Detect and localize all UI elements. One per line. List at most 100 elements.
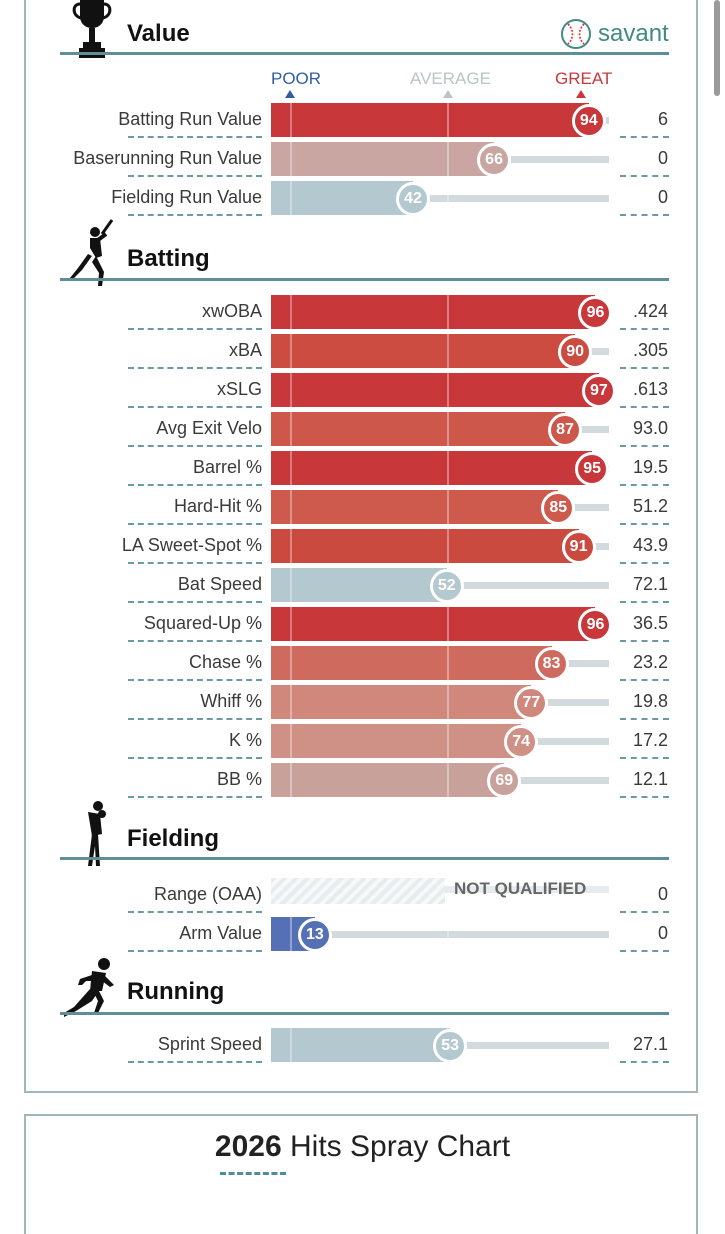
percentile-bar [271, 646, 552, 680]
average-gridline [447, 103, 449, 137]
percentile-bar [271, 763, 505, 797]
metric-row-squared-up[interactable]: Squared-Up % 96 36.5 [0, 607, 725, 642]
poor-gridline [290, 334, 292, 368]
metric-value: .613 [632, 379, 668, 399]
scale-great-label: GREAT [555, 69, 613, 88]
metric-row-xwoba[interactable]: xwOBA 96 .424 [0, 295, 725, 330]
metric-row-chase[interactable]: Chase % 83 23.2 [0, 646, 725, 681]
metric-value: 6 [657, 109, 668, 129]
row-divider [128, 214, 262, 216]
metric-label: Hard-Hit % [173, 496, 262, 516]
section-divider [60, 857, 669, 860]
poor-gridline [290, 490, 292, 524]
percentile-bubble: 97 [581, 374, 616, 408]
percentile-bar [271, 334, 576, 368]
row-divider [128, 679, 262, 681]
metric-value: 72.1 [632, 574, 668, 594]
row-divider [620, 718, 669, 720]
row-divider [128, 796, 262, 798]
metric-row-arm-value[interactable]: Arm Value 13 0 [0, 917, 725, 952]
runner-icon [64, 958, 114, 1017]
poor-gridline [290, 373, 292, 407]
metric-value: .424 [632, 301, 668, 321]
section-title-running: Running [127, 978, 225, 1005]
scrollbar[interactable] [714, 0, 720, 96]
spray-chart-card [24, 1114, 698, 1234]
metric-row-fielding-run-value[interactable]: Fielding Run Value 42 0 [0, 181, 725, 216]
row-divider [620, 484, 669, 486]
metric-row-bat-speed[interactable]: Bat Speed 52 72.1 [0, 568, 725, 603]
metric-row-la-sweet-spot[interactable]: LA Sweet-Spot % 91 43.9 [0, 529, 725, 564]
metric-value: 0 [657, 148, 668, 168]
poor-gridline [290, 295, 292, 329]
row-divider [128, 640, 262, 642]
row-divider [620, 601, 669, 603]
average-gridline [447, 334, 449, 368]
metric-label: xSLG [216, 379, 262, 399]
percentile-bar [271, 568, 447, 602]
scale-poor-label: POOR [271, 69, 322, 88]
metric-row-barrel[interactable]: Barrel % 95 19.5 [0, 451, 725, 486]
poor-gridline [290, 142, 292, 176]
metric-row-whiff[interactable]: Whiff % 77 19.8 [0, 685, 725, 720]
metric-label: K % [228, 730, 262, 750]
row-divider [128, 406, 262, 408]
section-divider [60, 52, 669, 55]
section-title-fielding: Fielding [127, 825, 219, 852]
metric-label: Avg Exit Velo [156, 418, 262, 438]
poor-gridline [290, 103, 292, 137]
percentile-bar [271, 685, 532, 719]
metric-row-baserunning-run-value[interactable]: Baserunning Run Value 66 0 [0, 142, 725, 177]
metric-row-xslg[interactable]: xSLG 97 .613 [0, 373, 725, 408]
metric-label: Batting Run Value [118, 109, 262, 129]
metric-label: Bat Speed [177, 574, 262, 594]
poor-gridline [290, 1028, 292, 1062]
not-qualified-label: NOT QUALIFIED [454, 879, 587, 898]
metric-label: Squared-Up % [143, 613, 262, 633]
row-divider [620, 796, 669, 798]
row-divider [620, 679, 669, 681]
row-divider [128, 950, 262, 952]
metric-label: BB % [216, 769, 262, 789]
percentile-bubble: 91 [561, 530, 596, 564]
average-gridline [447, 412, 449, 446]
metric-label: Sprint Speed [157, 1034, 262, 1054]
metric-row-hard-hit[interactable]: Hard-Hit % 85 51.2 [0, 490, 725, 525]
savant-logo[interactable]: savant [560, 18, 669, 50]
row-divider [620, 640, 669, 642]
percentile-bubble: 69 [487, 764, 522, 798]
metric-label: Fielding Run Value [111, 187, 262, 207]
row-divider [620, 757, 669, 759]
average-gridline [447, 607, 449, 641]
average-gridline [447, 724, 449, 758]
row-divider [128, 445, 262, 447]
poor-gridline [290, 451, 292, 485]
scale-average-marker [443, 90, 453, 98]
row-divider [620, 175, 669, 177]
metric-row-avg-exit-velo[interactable]: Avg Exit Velo 87 93.0 [0, 412, 725, 447]
percentile-bubble: 96 [578, 296, 613, 330]
poor-gridline [290, 181, 292, 215]
metric-label: Whiff % [200, 691, 262, 711]
average-gridline [447, 295, 449, 329]
metric-label: Arm Value [179, 923, 262, 943]
metric-row-range-oaa[interactable]: Range (OAA) NOT QUALIFIED 0 [0, 878, 725, 913]
row-divider [128, 523, 262, 525]
metric-row-batting-run-value[interactable]: Batting Run Value 94 6 [0, 103, 725, 138]
percentile-bubble: 85 [541, 491, 576, 525]
average-gridline [447, 451, 449, 485]
metric-value: 19.8 [632, 691, 668, 711]
percentile-card [24, 0, 698, 1093]
section-divider [60, 1012, 669, 1015]
row-divider [128, 601, 262, 603]
percentile-bar [271, 295, 596, 329]
metric-row-sprint-speed[interactable]: Sprint Speed 53 27.1 [0, 1028, 725, 1063]
row-divider [620, 1061, 669, 1063]
poor-gridline [290, 412, 292, 446]
metric-row-k[interactable]: K % 74 17.2 [0, 724, 725, 759]
row-divider [620, 523, 669, 525]
percentile-bubble: 74 [504, 725, 539, 759]
metric-row-xba[interactable]: xBA 90 .305 [0, 334, 725, 369]
metric-row-bb[interactable]: BB % 69 12.1 [0, 763, 725, 798]
metric-value: .305 [632, 340, 668, 360]
